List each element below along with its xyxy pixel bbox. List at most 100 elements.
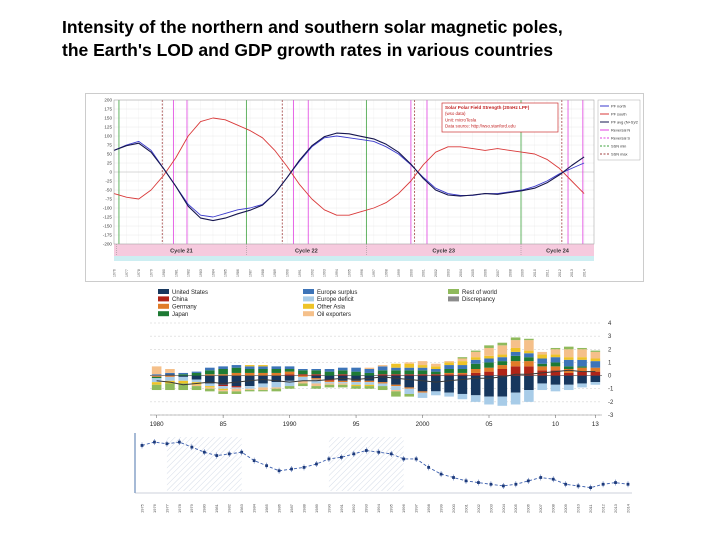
svg-text:2007: 2007 [496,269,500,277]
lod-hatch-bands [166,437,404,491]
svg-text:1979: 1979 [150,269,154,277]
svg-text:2001: 2001 [422,269,426,277]
svg-text:Cycle 21: Cycle 21 [170,249,193,255]
svg-text:Unit: microTesla: Unit: microTesla [445,117,477,122]
svg-text:1994: 1994 [335,269,339,277]
current-account-balances-chart: United States China Germany Japan Europe sur… [128,287,645,431]
svg-text:75: 75 [107,143,113,148]
svg-text:95: 95 [353,421,360,428]
svg-text:2012: 2012 [600,503,605,513]
svg-text:2011: 2011 [545,269,549,277]
svg-text:2008: 2008 [551,503,556,513]
svg-text:Japan: Japan [172,312,188,318]
solar-chart-canvas: 200 175 150 125 100 75 50 25 0 -25 -50 -75 -100 -125 -… [103,98,641,277]
solar-polar-field-chart: 200 175 150 125 100 75 50 25 0 -25 -50 -75 -100 -125 -… [85,93,644,282]
svg-text:PF north: PF north [611,104,626,109]
lod-x-axis-labels: 1975 1976 1977 1978 1979 1980 1981 1982 1983 1984… [139,503,630,513]
svg-text:1994: 1994 [376,503,381,513]
svg-text:SSN min: SSN min [611,144,626,149]
solar-x-axis-labels: 1976 1977 1978 1979 1980 1981 1982 1983 1984 1985… [112,269,586,277]
svg-text:1981: 1981 [174,269,178,277]
svg-text:100: 100 [104,134,112,139]
svg-text:2004: 2004 [459,269,463,277]
svg-text:Cycle 24: Cycle 24 [546,249,570,255]
svg-text:2: 2 [608,347,612,353]
gdp-bars [151,337,601,406]
svg-text:Data source: http://wso.stanfo: Data source: http://wso.stanford.edu [445,124,516,129]
svg-text:1982: 1982 [227,503,232,513]
svg-text:1976: 1976 [112,269,116,277]
svg-text:05: 05 [486,421,493,428]
solar-legend: PF north PF south PF avg (N+S)/2 Reversal N… [597,99,641,161]
gdp-x-axis-labels: 1980 85 1990 95 2000 05 10 13 [150,414,602,428]
svg-text:2014: 2014 [625,503,630,513]
svg-text:1984: 1984 [252,503,257,513]
svg-text:1978: 1978 [177,503,182,513]
solar-info-box: Solar Polar Field Strength (20nHz LPF)(w… [441,102,559,133]
slide-title-line2: the Earth's LOD and GDP growth rates in … [62,40,554,61]
svg-text:1996: 1996 [360,269,364,277]
svg-text:50: 50 [107,152,113,157]
svg-text:Reversal N: Reversal N [611,128,630,133]
svg-text:1991: 1991 [339,503,344,513]
svg-text:2001: 2001 [463,503,468,513]
solar-cycle-band: Cycle 21 Cycle 22 Cycle 23 Cycle 24 [114,244,594,261]
svg-text:2005: 2005 [513,503,518,513]
svg-text:2005: 2005 [471,269,475,277]
svg-text:1977: 1977 [125,269,129,277]
svg-text:-25: -25 [105,179,112,184]
svg-text:-3: -3 [608,413,614,419]
svg-text:-75: -75 [105,197,112,202]
svg-text:1982: 1982 [187,269,191,277]
svg-text:1980: 1980 [150,421,164,428]
svg-text:-1: -1 [608,387,614,393]
svg-text:2009: 2009 [563,503,568,513]
svg-text:1983: 1983 [239,503,244,513]
svg-text:PF south: PF south [611,112,627,117]
svg-text:-200: -200 [103,242,113,247]
svg-text:175: 175 [104,107,112,112]
svg-text:1986: 1986 [236,269,240,277]
svg-text:Discrepancy: Discrepancy [462,297,495,303]
svg-text:1998: 1998 [426,503,431,513]
svg-text:1999: 1999 [438,503,443,513]
svg-text:200: 200 [104,98,112,103]
svg-text:0: 0 [608,374,612,380]
svg-text:1993: 1993 [364,503,369,513]
svg-text:2000: 2000 [416,421,430,428]
svg-text:Europe surplus: Europe surplus [317,290,357,296]
svg-text:1997: 1997 [372,269,376,277]
svg-text:1987: 1987 [248,269,252,277]
svg-text:1977: 1977 [164,503,169,513]
svg-text:1992: 1992 [310,269,314,277]
svg-text:1992: 1992 [351,503,356,513]
svg-text:China: China [172,297,188,303]
svg-text:-175: -175 [103,233,113,238]
svg-text:1998: 1998 [385,269,389,277]
svg-text:2009: 2009 [521,269,525,277]
svg-text:2010: 2010 [533,269,537,277]
svg-text:1979: 1979 [189,503,194,513]
svg-text:2010: 2010 [576,503,581,513]
svg-text:1990: 1990 [326,503,331,513]
svg-text:Other Asia: Other Asia [317,305,346,311]
svg-text:1989: 1989 [314,503,319,513]
svg-text:1988: 1988 [261,269,265,277]
svg-text:Oil exporters: Oil exporters [317,312,351,318]
svg-text:25: 25 [107,161,113,166]
svg-text:Rest of world: Rest of world [462,290,497,296]
lod-chart-canvas: 1975 1976 1977 1978 1979 1980 1981 1982 1983 1984… [134,433,632,513]
svg-text:2012: 2012 [558,269,562,277]
earth-lod-chart: 1975 1976 1977 1978 1979 1980 1981 1982 1983 1984… [128,433,645,517]
svg-text:2002: 2002 [434,269,438,277]
svg-text:1990: 1990 [286,269,290,277]
svg-text:SSN max: SSN max [611,152,627,157]
svg-text:1980: 1980 [202,503,207,513]
svg-text:1993: 1993 [323,269,327,277]
svg-text:1999: 1999 [397,269,401,277]
svg-text:2006: 2006 [526,503,531,513]
svg-text:1985: 1985 [264,503,269,513]
svg-text:1984: 1984 [211,269,215,277]
